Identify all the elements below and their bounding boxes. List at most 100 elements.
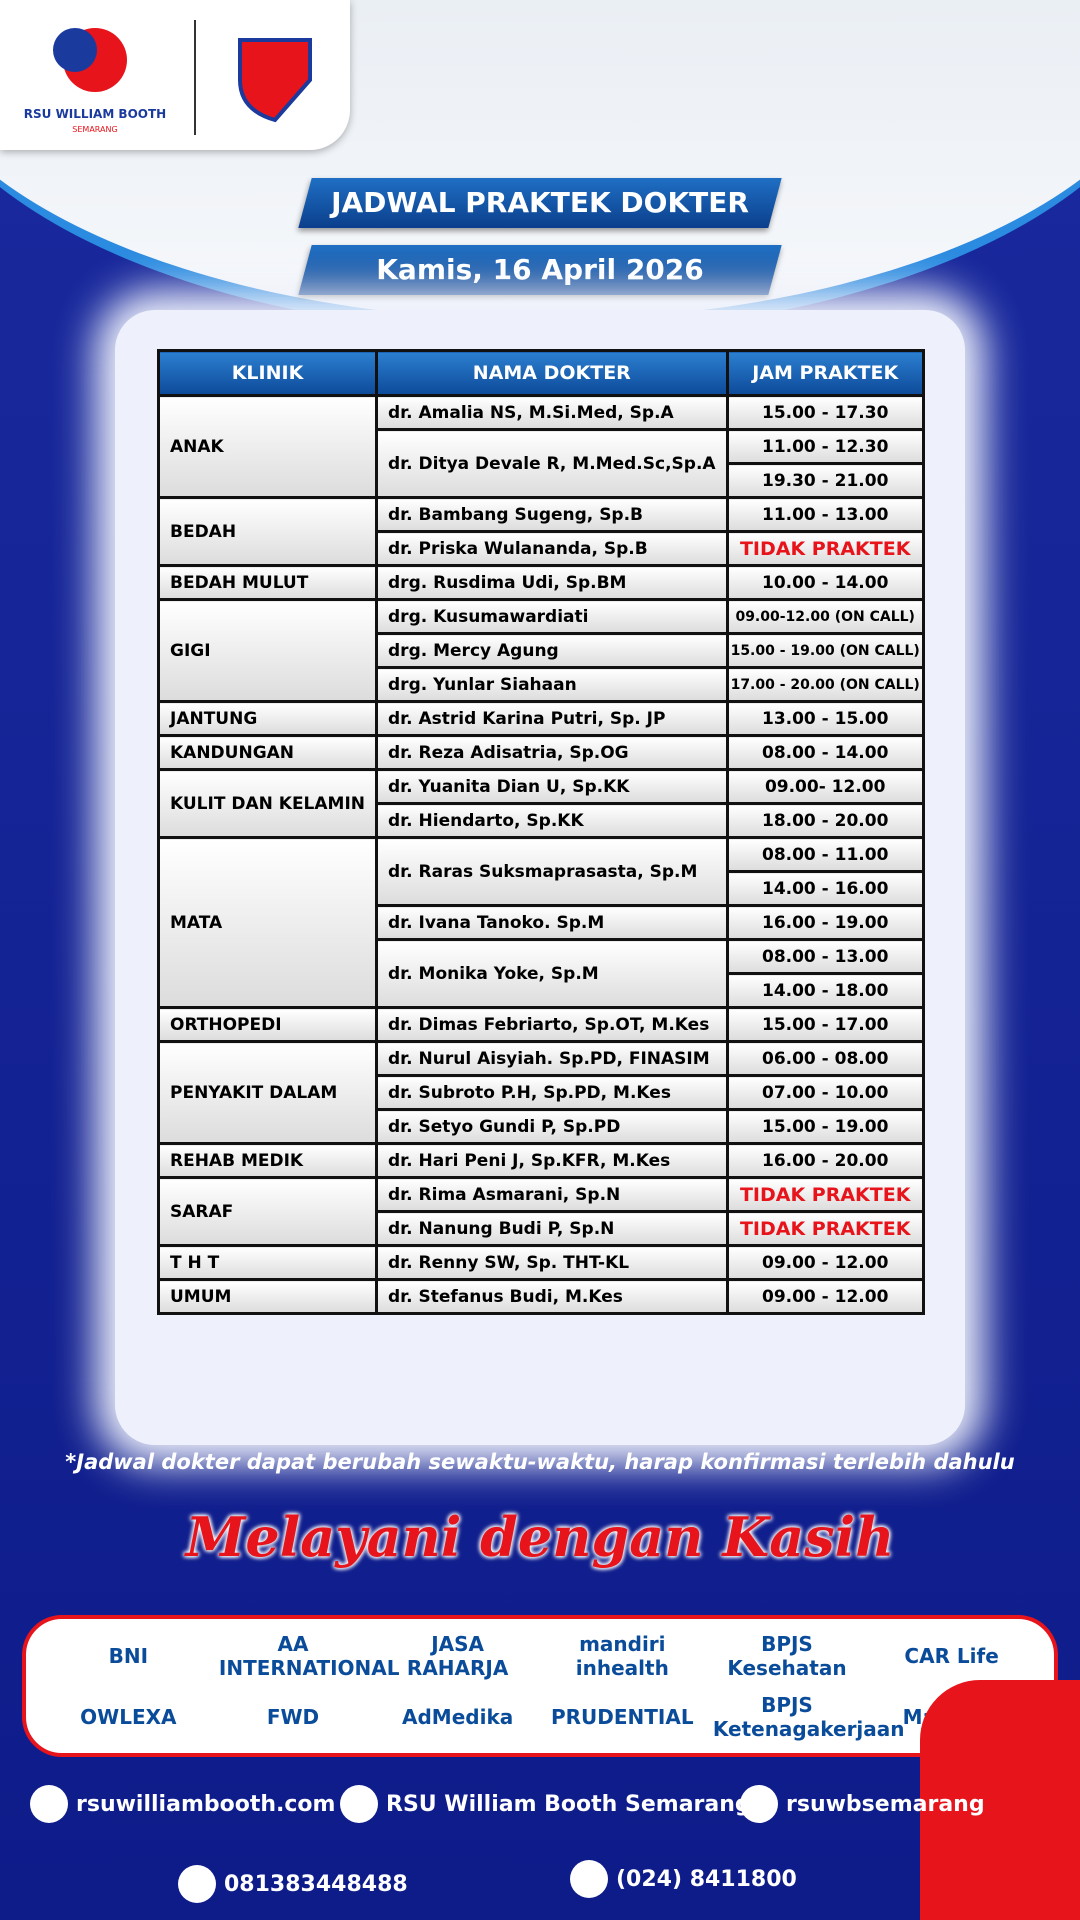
logos: RSU WILLIAM BOOTH SEMARANG bbox=[24, 20, 312, 135]
hospital-name: RSU WILLIAM BOOTH bbox=[24, 107, 166, 121]
phone: (024) 8411800 bbox=[570, 1860, 797, 1898]
schedule-row: dr. Monika Yoke, Sp.M 08.00 - 13.00 bbox=[159, 938, 925, 1009]
schedule-row: KANDUNGAN dr. Reza Adisatria, Sp.OG 08.00 … bbox=[156, 734, 925, 771]
hours: 09.00 - 12.00 bbox=[725, 1244, 925, 1281]
hours: 08.00 - 14.00 bbox=[725, 734, 925, 771]
hours: 14.00 - 18.00 bbox=[725, 972, 925, 1009]
schedule-row: UMUM dr. Stefanus Budi, M.Kes 09.00 - 12.0… bbox=[156, 1278, 925, 1315]
doctor: dr. Dimas Febriarto, Sp.OT, M.Kes bbox=[375, 1006, 729, 1043]
doctor: dr. Subroto P.H, Sp.PD, M.Kes bbox=[375, 1074, 729, 1111]
hours: 06.00 - 08.00 bbox=[725, 1040, 925, 1077]
partners: BNI AA INTERNATIONAL JASA RAHARJA mandiri i… bbox=[22, 1615, 1058, 1757]
tagline: Melayani dengan Kasih bbox=[185, 1505, 895, 1569]
schedule-row: ORTHOPEDI dr. Dimas Febriarto, Sp.OT, M.K… bbox=[156, 1006, 925, 1043]
partner-logo: BPJS Ketenagakerjaan bbox=[712, 1692, 905, 1741]
hours: 11.00 - 13.00 bbox=[725, 496, 925, 533]
schedule-row: dr. Hiendarto, Sp.KK 18.00 - 20.00 bbox=[159, 802, 925, 839]
hours: 08.00 - 13.00 bbox=[725, 938, 925, 975]
partner-logo: BPJS Kesehatan bbox=[727, 1631, 847, 1680]
clinic: ORTHOPEDI bbox=[156, 1006, 379, 1043]
doctor: dr. Reza Adisatria, Sp.OG bbox=[375, 734, 729, 771]
hours: 15.00 - 17.00 bbox=[725, 1006, 925, 1043]
header-row: KLINIK NAMA DOKTER JAM PRAKTEK bbox=[156, 349, 925, 397]
partner-logo: AA INTERNATIONAL bbox=[218, 1631, 400, 1680]
partner-logo: AdMedika bbox=[402, 1704, 514, 1729]
schedule-row: REHAB MEDIK dr. Hari Peni J, Sp.KFR, M.Ke… bbox=[156, 1142, 925, 1179]
doctor: dr. Hiendarto, Sp.KK bbox=[375, 802, 729, 839]
hours: 10.00 - 14.00 bbox=[725, 564, 925, 601]
schedule-table: KLINIK NAMA DOKTER JAM PRAKTEK ANAK dr. Amal… bbox=[156, 349, 925, 1315]
hours: 15.00 - 17.30 bbox=[725, 394, 925, 431]
column-header: JAM PRAKTEK bbox=[725, 349, 925, 397]
clinic: GIGI bbox=[156, 598, 379, 703]
clinic: KANDUNGAN bbox=[156, 734, 379, 771]
hours: 15.00 - 19.00 (ON CALL) bbox=[725, 632, 925, 669]
hours: 07.00 - 10.00 bbox=[725, 1074, 925, 1111]
schedule-row: dr. Ditya Devale R, M.Med.Sc,Sp.A 11.00 -… bbox=[159, 428, 925, 499]
hours: TIDAK PRAKTEK bbox=[725, 530, 925, 567]
schedule-row: PENYAKIT DALAM dr. Nurul Aisyiah. Sp.PD, … bbox=[156, 1040, 925, 1145]
schedule-row: dr. Setyo Gundi P, Sp.PD 15.00 - 19.00 bbox=[159, 1108, 925, 1145]
schedule-row: dr. Subroto P.H, Sp.PD, M.Kes 07.00 - 10.… bbox=[159, 1074, 925, 1111]
corner-decoration bbox=[920, 1680, 1080, 1920]
clinic: JANTUNG bbox=[156, 700, 379, 737]
website-text: rsuwilliambooth.com bbox=[76, 1791, 336, 1817]
schedule-row: MATA dr. Raras Suksmaprasasta, Sp.M 08.00 … bbox=[156, 836, 925, 1009]
doctor: dr. Stefanus Budi, M.Kes bbox=[375, 1278, 729, 1315]
column-header: KLINIK bbox=[156, 349, 379, 397]
schedule-row: ANAK dr. Amalia NS, M.Si.Med, Sp.A 15.00 -… bbox=[156, 394, 925, 499]
doctor: dr. Monika Yoke, Sp.M bbox=[375, 938, 729, 1009]
schedule-row: BEDAH MULUT drg. Rusdima Udi, Sp.BM 10.00 … bbox=[156, 564, 925, 601]
partner-logo: JASA RAHARJA bbox=[406, 1631, 509, 1680]
doctor: drg. Kusumawardiati bbox=[375, 598, 729, 635]
instagram-text: rsuwbsemarang bbox=[786, 1791, 985, 1817]
hours: 11.00 - 12.30 bbox=[725, 428, 925, 465]
hours: 16.00 - 20.00 bbox=[725, 1142, 925, 1179]
hours: 14.00 - 16.00 bbox=[725, 870, 925, 907]
column-header: NAMA DOKTER bbox=[375, 349, 729, 397]
schedule-row: dr. Ivana Tanoko. Sp.M 16.00 - 19.00 bbox=[159, 904, 925, 941]
website: rsuwilliambooth.com bbox=[30, 1785, 335, 1823]
schedule-row: SARAF dr. Rima Asmarani, Sp.N TIDAK PRAKTE… bbox=[156, 1176, 925, 1247]
schedule-row: drg. Mercy Agung 15.00 - 19.00 (ON CALL) bbox=[159, 632, 925, 669]
hours: 08.00 - 11.00 bbox=[725, 836, 925, 873]
date-banner: Kamis, 16 April 2026 bbox=[298, 245, 782, 295]
doctor: dr. Ivana Tanoko. Sp.M bbox=[375, 904, 729, 941]
logo-box: RSU WILLIAM BOOTH SEMARANG bbox=[0, 0, 350, 150]
hours: TIDAK PRAKTEK bbox=[725, 1176, 925, 1213]
partner-logo: FWD bbox=[266, 1704, 320, 1729]
hours: 09.00-12.00 (ON CALL) bbox=[725, 598, 925, 635]
hours: 15.00 - 19.00 bbox=[725, 1108, 925, 1145]
hours: 16.00 - 19.00 bbox=[725, 904, 925, 941]
whatsapp: 081383448488 bbox=[178, 1865, 408, 1903]
hours: 18.00 - 20.00 bbox=[725, 802, 925, 839]
clinic: REHAB MEDIK bbox=[156, 1142, 379, 1179]
doctor: dr. Renny SW, Sp. THT-KL bbox=[375, 1244, 729, 1281]
hours: 19.30 - 21.00 bbox=[725, 462, 925, 499]
clinic: MATA bbox=[156, 836, 379, 1009]
doctor: dr. Astrid Karina Putri, Sp. JP bbox=[375, 700, 729, 737]
schedule-row: dr. Nanung Budi P, Sp.N TIDAK PRAKTEK bbox=[159, 1210, 925, 1247]
clinic: PENYAKIT DALAM bbox=[156, 1040, 379, 1145]
partner-logo: PRUDENTIAL bbox=[550, 1704, 694, 1729]
doctor: dr. Nurul Aisyiah. Sp.PD, FINASIM bbox=[375, 1040, 729, 1077]
clinic: T H T bbox=[156, 1244, 379, 1281]
doctor: drg. Yunlar Siahaan bbox=[375, 666, 729, 703]
doctor: dr. Yuanita Dian U, Sp.KK bbox=[375, 768, 729, 805]
schedule-row: BEDAH dr. Bambang Sugeng, Sp.B 11.00 - 13.… bbox=[156, 496, 925, 567]
schedule-row: drg. Yunlar Siahaan 17.00 - 20.00 (ON CAL… bbox=[159, 666, 925, 703]
instagram: rsuwbsemarang bbox=[740, 1785, 985, 1823]
hours: TIDAK PRAKTEK bbox=[725, 1210, 925, 1247]
doctor: dr. Nanung Budi P, Sp.N bbox=[375, 1210, 729, 1247]
hours: 17.00 - 20.00 (ON CALL) bbox=[725, 666, 925, 703]
schedule-row: KULIT DAN KELAMIN dr. Yuanita Dian U, Sp.… bbox=[156, 768, 925, 839]
doctor: dr. Rima Asmarani, Sp.N bbox=[375, 1176, 729, 1213]
schedule-row: JANTUNG dr. Astrid Karina Putri, Sp. JP 13… bbox=[156, 700, 925, 737]
whatsapp-text: 081383448488 bbox=[224, 1871, 408, 1897]
facebook: RSU William Booth Semarang bbox=[340, 1785, 751, 1823]
partner-logo: mandiri inhealth bbox=[575, 1631, 669, 1680]
doctor: drg. Mercy Agung bbox=[375, 632, 729, 669]
schedule-row: GIGI drg. Kusumawardiati 09.00-12.00 (ON C… bbox=[156, 598, 925, 703]
